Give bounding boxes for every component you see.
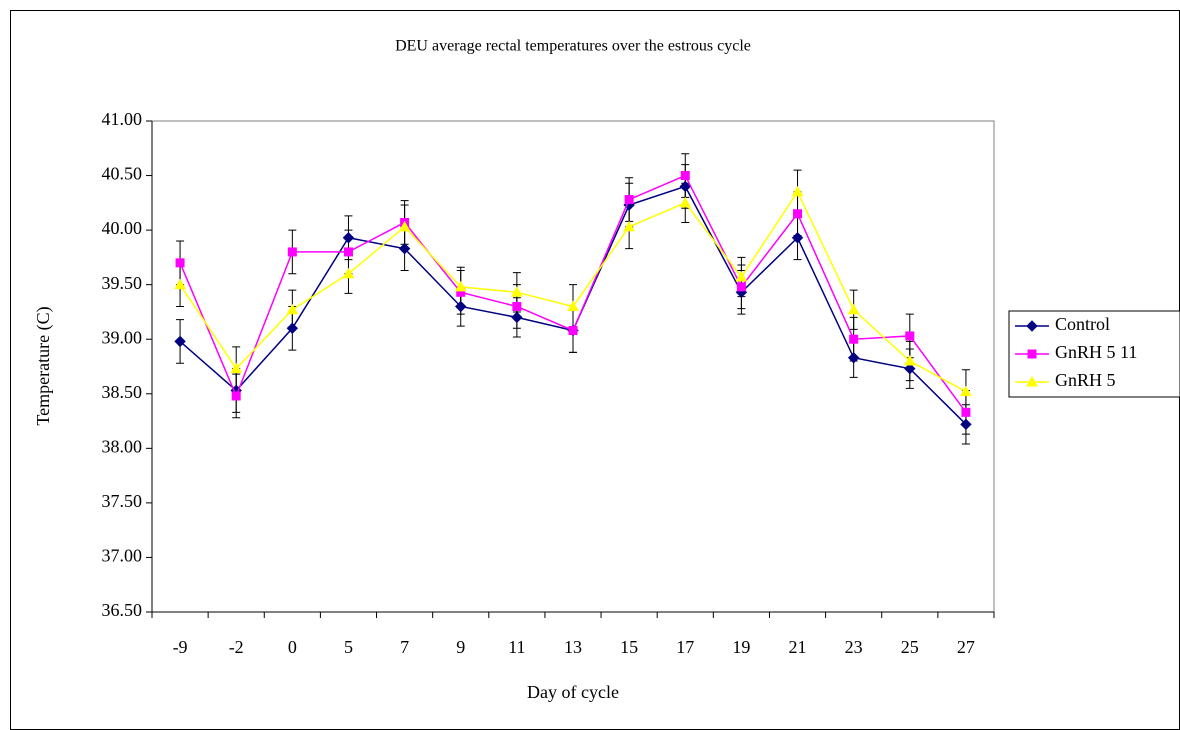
marker (455, 300, 467, 313)
marker (286, 303, 299, 315)
marker (174, 335, 186, 348)
marker (960, 418, 972, 431)
marker (624, 195, 634, 205)
x-tick-label: 25 (901, 637, 919, 657)
x-tick-label: 7 (400, 637, 409, 657)
chart-title: DEU average rectal temperatures over the… (395, 38, 751, 55)
legend-label: GnRH 5 (1055, 370, 1116, 390)
x-tick-label: 17 (676, 637, 694, 657)
marker (679, 196, 692, 208)
marker (849, 334, 859, 344)
marker (175, 258, 185, 268)
marker (847, 352, 860, 364)
marker (680, 171, 690, 181)
x-tick-label: 9 (456, 637, 465, 657)
x-tick-label: 27 (957, 637, 975, 657)
x-tick-label: 15 (620, 637, 638, 657)
x-tick-label: 11 (508, 637, 525, 657)
marker (847, 303, 860, 315)
marker (960, 385, 972, 397)
y-tick-label: 38.00 (102, 436, 143, 456)
marker (735, 270, 748, 282)
marker (791, 185, 804, 197)
marker (1026, 320, 1038, 332)
marker (791, 232, 804, 244)
x-tick-label: -9 (173, 637, 188, 657)
marker (511, 286, 523, 297)
y-tick-label: 39.50 (102, 273, 143, 293)
plot-area (151, 120, 995, 613)
x-tick-label: 23 (845, 637, 863, 657)
marker (398, 242, 411, 255)
marker (567, 300, 579, 311)
marker (512, 301, 522, 311)
marker (174, 278, 186, 290)
legend-label: Control (1055, 314, 1110, 334)
marker (231, 391, 241, 401)
y-tick-label: 40.00 (102, 218, 143, 238)
marker (342, 232, 355, 244)
marker (286, 322, 299, 335)
marker (287, 247, 297, 257)
marker (736, 282, 746, 292)
marker (623, 220, 635, 232)
marker (343, 247, 353, 257)
marker (398, 220, 411, 232)
x-axis-title: Day of cycle (527, 682, 619, 702)
y-tick-label: 41.00 (102, 109, 143, 129)
marker (1027, 349, 1037, 359)
y-axis-title: Temperature (C) (33, 306, 54, 425)
y-tick-label: 36.50 (102, 600, 143, 620)
marker (454, 280, 467, 292)
legend-label: GnRH 5 11 (1055, 342, 1137, 362)
y-tick-label: 37.00 (102, 546, 143, 566)
marker (793, 209, 803, 219)
marker (905, 331, 915, 341)
marker (342, 267, 355, 279)
y-tick-label: 38.50 (102, 382, 143, 402)
marker (961, 407, 971, 417)
x-tick-label: 19 (732, 637, 750, 657)
marker (903, 355, 916, 366)
marker (904, 362, 916, 375)
x-tick-label: 5 (344, 637, 353, 657)
y-tick-label: 37.50 (102, 491, 143, 511)
marker (511, 311, 523, 324)
marker (1026, 375, 1038, 387)
x-tick-label: -2 (229, 637, 244, 657)
marker (679, 180, 691, 193)
x-tick-label: 0 (288, 637, 297, 657)
marker (568, 325, 578, 335)
x-tick-label: 21 (789, 637, 807, 657)
x-tick-label: 13 (564, 637, 582, 657)
marker (230, 362, 243, 374)
y-tick-label: 39.00 (102, 327, 143, 347)
y-tick-label: 40.50 (102, 164, 143, 184)
